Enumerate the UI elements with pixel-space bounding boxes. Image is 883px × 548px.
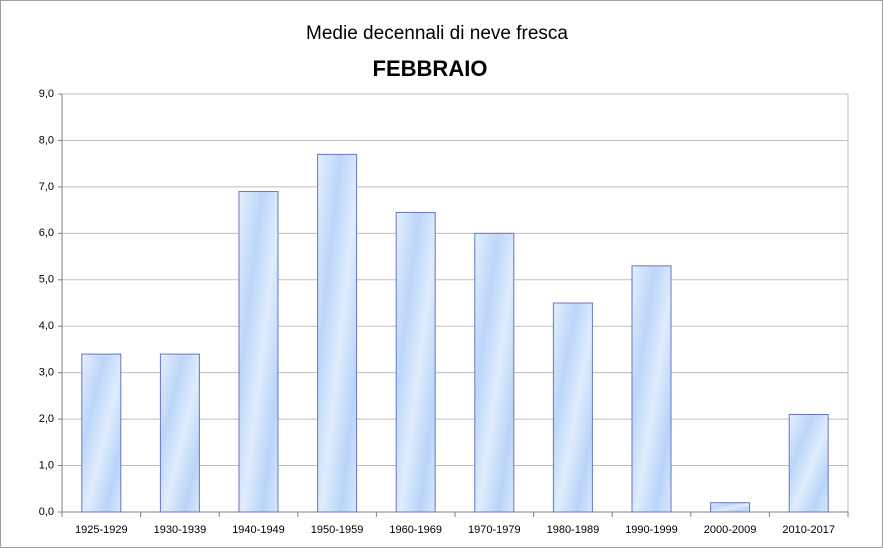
x-tick-label: 2010-2017 <box>782 524 835 536</box>
y-tick-label: 2,0 <box>39 413 54 425</box>
y-tick-label: 8,0 <box>39 134 54 146</box>
bar <box>631 265 672 513</box>
chart-subtitle: FEBBRAIO <box>373 56 488 81</box>
y-tick-label: 9,0 <box>39 88 54 100</box>
x-tick-label: 1980-1989 <box>547 524 600 536</box>
bar <box>317 153 358 513</box>
y-tick-label: 5,0 <box>39 274 54 286</box>
y-tick-label: 7,0 <box>39 181 54 193</box>
y-tick-label: 0,0 <box>39 506 54 518</box>
x-tick-label: 1960-1969 <box>389 524 442 536</box>
bar <box>81 353 122 513</box>
bar <box>395 211 436 513</box>
bar <box>474 232 515 513</box>
x-tick-label: 1930-1939 <box>154 524 207 536</box>
bar <box>710 502 751 513</box>
y-tick-label: 4,0 <box>39 320 54 332</box>
y-tick-label: 1,0 <box>39 459 54 471</box>
chart-title: Medie decennali di neve fresca <box>306 23 568 44</box>
y-tick-label: 6,0 <box>39 227 54 239</box>
bar <box>159 353 200 513</box>
bar <box>552 302 593 513</box>
y-tick-label: 3,0 <box>39 367 54 379</box>
x-tick-label: 1940-1949 <box>232 524 285 536</box>
bar <box>238 191 279 513</box>
x-tick-label: 1950-1959 <box>311 524 364 536</box>
x-tick-label: 1990-1999 <box>625 524 678 536</box>
bar <box>788 413 829 513</box>
x-tick-label: 2000-2009 <box>704 524 757 536</box>
x-tick-label: 1925-1929 <box>75 524 128 536</box>
x-tick-label: 1970-1979 <box>468 524 521 536</box>
